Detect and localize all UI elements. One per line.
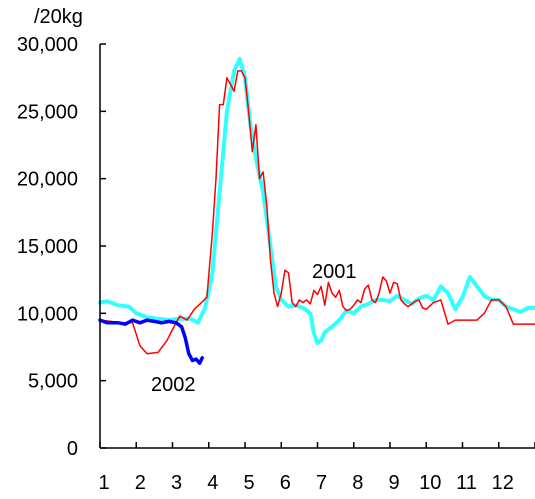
x-tick-label: 6 xyxy=(280,472,291,494)
x-tick-label: 7 xyxy=(316,472,327,494)
x-tick-label: 8 xyxy=(352,472,363,494)
series-label-2001: 2001 xyxy=(312,261,357,283)
y-tick-label: 30,000 xyxy=(17,34,78,56)
series-line-cyan xyxy=(98,56,535,345)
series-line-2002 xyxy=(98,318,204,365)
x-tick-label: 12 xyxy=(492,472,514,494)
y-tick-label: 15,000 xyxy=(17,236,78,258)
y-tick-label: 20,000 xyxy=(17,169,78,191)
x-tick-label: 5 xyxy=(243,472,254,494)
y-axis-ticks: 0 5,000 10,000 15,000 20,000 25,000 30,000 xyxy=(17,34,106,460)
x-tick-label: 9 xyxy=(388,472,399,494)
y-tick-label: 5,000 xyxy=(28,371,78,393)
y-tick-label: 10,000 xyxy=(17,303,78,325)
x-axis-ticks: 1 2 3 4 5 6 7 8 9 10 11 12 xyxy=(98,442,535,494)
x-tick-label: 4 xyxy=(207,472,218,494)
x-tick-label: 2 xyxy=(135,472,146,494)
x-tick-label: 11 xyxy=(456,472,477,494)
x-tick-label: 10 xyxy=(419,472,441,494)
y-tick-label: 25,000 xyxy=(17,101,78,123)
x-tick-label: 1 xyxy=(98,472,109,494)
series-layer xyxy=(98,56,535,365)
series-line-2001 xyxy=(99,70,535,355)
x-tick-label: 3 xyxy=(171,472,182,494)
y-tick-label: 0 xyxy=(67,438,78,460)
y-axis-unit-label: /20kg xyxy=(34,6,83,28)
series-label-2002: 2002 xyxy=(151,374,196,396)
